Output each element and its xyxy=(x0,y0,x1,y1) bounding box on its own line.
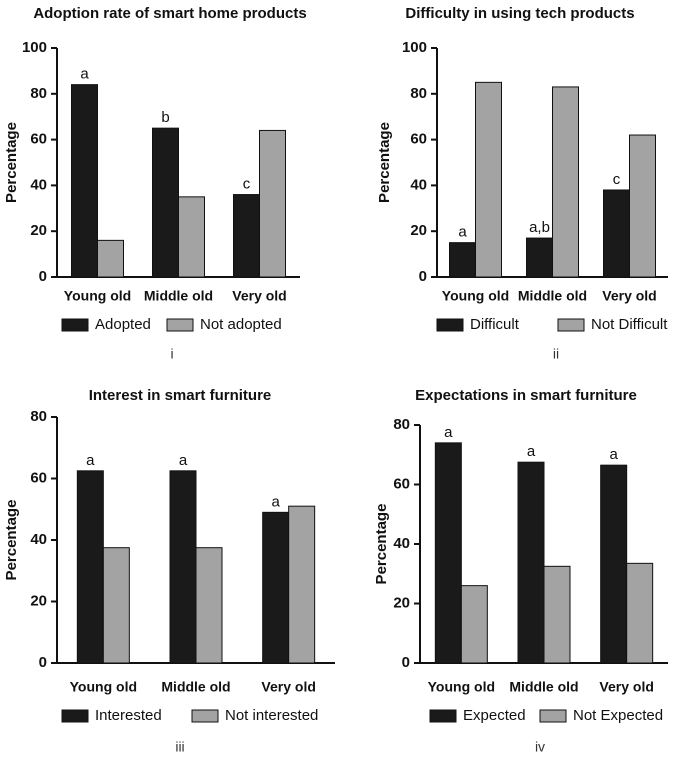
panel-label: ii xyxy=(553,346,559,362)
legend-label: Not Difficult xyxy=(591,316,668,333)
y-tick-label: 60 xyxy=(30,131,47,148)
y-tick-label: 40 xyxy=(393,535,410,552)
y-tick-label: 60 xyxy=(30,469,47,486)
y-tick-label: 0 xyxy=(39,268,47,285)
bar xyxy=(526,237,553,278)
bar xyxy=(233,194,260,278)
x-tick-label: Middle old xyxy=(161,679,230,695)
bar xyxy=(195,547,223,664)
annotation: c xyxy=(613,171,621,188)
x-tick-label: Very old xyxy=(232,288,286,304)
y-tick-label: 40 xyxy=(30,531,47,548)
annotation: a,b xyxy=(529,219,550,236)
annotation: a xyxy=(609,446,618,463)
bar xyxy=(178,196,205,278)
legend-label: Adopted xyxy=(95,316,151,333)
legend-label: Interested xyxy=(95,707,162,724)
x-tick-label: Young old xyxy=(70,679,137,695)
annotation: a xyxy=(444,424,453,441)
legend-swatch xyxy=(191,709,219,723)
bar xyxy=(460,585,488,664)
y-axis-label: Percentage xyxy=(376,122,393,203)
legend-label: Not Expected xyxy=(573,707,663,724)
chart-title: Interest in smart furniture xyxy=(89,387,272,404)
bar xyxy=(552,86,579,278)
bar xyxy=(288,505,316,664)
bar xyxy=(626,562,654,664)
y-tick-label: 60 xyxy=(410,131,427,148)
y-tick-label: 80 xyxy=(30,85,47,102)
bar xyxy=(262,511,290,664)
y-tick-label: 60 xyxy=(393,475,410,492)
x-tick-label: Young old xyxy=(64,288,131,304)
bar xyxy=(603,189,630,278)
annotation: b xyxy=(161,109,169,126)
chart-title: Adoption rate of smart home products xyxy=(33,5,306,22)
legend-swatch xyxy=(61,709,89,723)
legend-swatch xyxy=(429,709,457,723)
y-axis-label: Percentage xyxy=(3,500,20,581)
bar xyxy=(517,461,545,664)
y-tick-label: 20 xyxy=(393,594,410,611)
bar xyxy=(152,127,179,278)
y-axis-label: Percentage xyxy=(373,504,390,585)
panel-label: iv xyxy=(535,739,545,755)
legend-swatch xyxy=(539,709,567,723)
bar xyxy=(71,84,98,278)
y-tick-label: 0 xyxy=(419,268,427,285)
bar xyxy=(449,242,476,278)
y-tick-label: 0 xyxy=(39,654,47,671)
legend-label: Expected xyxy=(463,707,526,724)
y-tick-label: 20 xyxy=(30,222,47,239)
chart-title: Expectations in smart furniture xyxy=(415,387,637,404)
annotation: a xyxy=(458,224,467,241)
chart-title: Difficulty in using tech products xyxy=(405,5,634,22)
y-tick-label: 0 xyxy=(402,654,410,671)
x-tick-label: Young old xyxy=(442,288,509,304)
bar xyxy=(76,470,104,664)
legend-label: Not adopted xyxy=(200,316,282,333)
annotation: a xyxy=(527,443,536,460)
bar xyxy=(629,134,656,278)
bar xyxy=(169,470,197,664)
y-tick-label: 40 xyxy=(30,176,47,193)
x-tick-label: Middle old xyxy=(509,679,578,695)
y-tick-label: 20 xyxy=(410,222,427,239)
bar xyxy=(97,239,124,278)
annotation: a xyxy=(271,493,280,510)
bar xyxy=(543,565,571,664)
x-tick-label: Young old xyxy=(428,679,495,695)
legend-swatch xyxy=(166,318,194,332)
y-tick-label: 80 xyxy=(393,416,410,433)
x-tick-label: Very old xyxy=(261,679,315,695)
x-tick-label: Very old xyxy=(602,288,656,304)
legend-swatch xyxy=(557,318,585,332)
legend-label: Difficult xyxy=(470,316,520,333)
x-tick-label: Middle old xyxy=(144,288,213,304)
legend-swatch xyxy=(436,318,464,332)
annotation: a xyxy=(86,452,95,469)
annotation: a xyxy=(80,66,89,83)
bar xyxy=(600,464,628,664)
x-tick-label: Very old xyxy=(599,679,653,695)
y-tick-label: 100 xyxy=(402,39,427,56)
bar xyxy=(102,547,130,664)
panel-label: i xyxy=(170,346,173,362)
y-tick-label: 80 xyxy=(410,85,427,102)
bar xyxy=(434,442,462,664)
bar xyxy=(475,81,502,278)
y-tick-label: 80 xyxy=(30,408,47,425)
annotation: c xyxy=(243,176,251,193)
panel-label: iii xyxy=(175,739,184,755)
annotation: a xyxy=(179,452,188,469)
y-tick-label: 20 xyxy=(30,592,47,609)
legend-swatch xyxy=(61,318,89,332)
bar xyxy=(259,129,286,278)
y-tick-label: 40 xyxy=(410,176,427,193)
x-tick-label: Middle old xyxy=(518,288,587,304)
y-tick-label: 100 xyxy=(22,39,47,56)
y-axis-label: Percentage xyxy=(3,122,20,203)
legend-label: Not interested xyxy=(225,707,318,724)
